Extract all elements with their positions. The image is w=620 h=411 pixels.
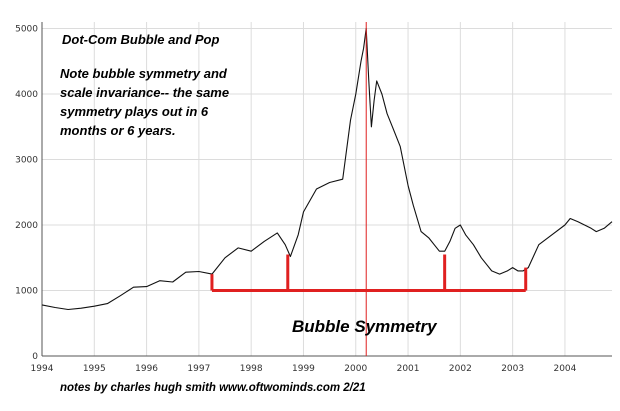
x-tick-label: 1999 <box>292 364 315 374</box>
y-tick-label: 4000 <box>15 90 38 100</box>
note-line-1: Note bubble symmetry and <box>60 66 228 81</box>
note-line-4: months or 6 years. <box>60 123 176 138</box>
series-layer <box>41 27 613 311</box>
x-tick-label: 2000 <box>344 364 367 374</box>
symmetry-label: Bubble Symmetry <box>292 317 438 336</box>
markers-layer <box>210 22 528 356</box>
y-tick-label: 5000 <box>15 25 38 35</box>
note-line-3: symmetry plays out in 6 <box>60 104 209 119</box>
y-tick-label: 3000 <box>15 156 38 166</box>
x-tick-label: 2004 <box>553 364 576 374</box>
x-tick-label: 2003 <box>501 364 524 374</box>
y-tick-label: 1000 <box>15 287 38 297</box>
x-tick-label: 2001 <box>397 364 420 374</box>
footer-note: notes by charles hugh smith www.oftwomin… <box>60 382 366 394</box>
x-tick-label: 1998 <box>240 364 263 374</box>
x-tick-label: 1996 <box>135 364 158 374</box>
series-line <box>41 27 613 311</box>
y-tick-label: 2000 <box>15 221 38 231</box>
y-tick-label: 0 <box>32 352 38 362</box>
x-tick-label: 1995 <box>83 364 106 374</box>
x-tick-label: 1994 <box>31 364 54 374</box>
axes: 1994 1995 1996 1997 1998 1999 2000 2001 2002 2003… <box>15 22 612 374</box>
x-tick-label: 1997 <box>187 364 210 374</box>
x-tick-label: 2002 <box>449 364 472 374</box>
chart-title: Dot-Com Bubble and Pop <box>62 32 219 47</box>
note-line-2: scale invariance-- the same <box>60 85 229 100</box>
